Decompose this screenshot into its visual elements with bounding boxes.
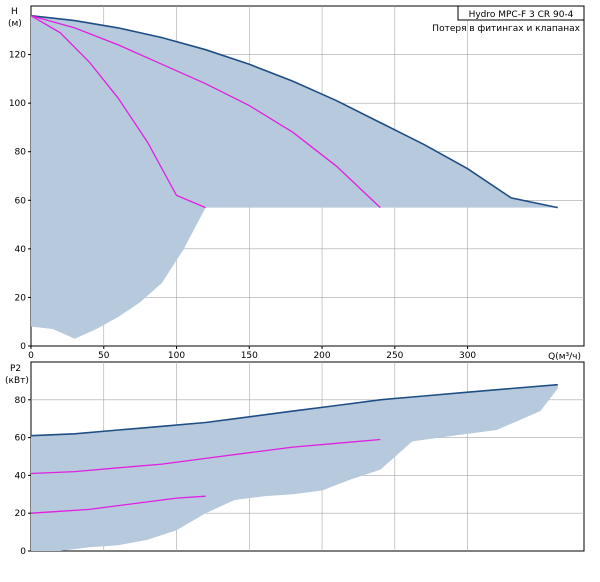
top-x-label: Q(м³/ч) xyxy=(548,352,581,362)
y-tick-label: 20 xyxy=(15,509,27,519)
top-y-label: H xyxy=(11,7,18,17)
y-tick-label: 60 xyxy=(15,196,27,206)
curve-pump-2 xyxy=(30,15,206,209)
x-tick-label: 100 xyxy=(168,351,185,361)
x-tick-label: 0 xyxy=(28,351,34,361)
bottom-y-label: P2 xyxy=(10,364,21,374)
top-y-unit: (м) xyxy=(8,19,22,29)
bottom-y-ticks: 0 20 40 60 80 xyxy=(15,396,31,557)
curve-pump-2 xyxy=(30,495,206,514)
legend-title-box xyxy=(457,5,585,21)
chart-title: Hydro MPC-F 3 CR 90-4 xyxy=(469,10,574,20)
y-tick-label: 40 xyxy=(15,471,27,481)
top-curves xyxy=(30,14,558,209)
top-y-ticks: 0 20 40 60 80 100 120 xyxy=(9,51,31,352)
y-tick-label: 80 xyxy=(15,148,27,158)
x-tick-label: 250 xyxy=(386,351,403,361)
y-tick-label: 120 xyxy=(9,51,26,61)
y-tick-label: 100 xyxy=(9,99,26,109)
x-tick-label: 50 xyxy=(98,351,110,361)
y-tick-label: 20 xyxy=(15,293,27,303)
curve-pump-1 xyxy=(30,438,381,475)
top-operating-area xyxy=(31,15,558,339)
bottom-y-unit: (кВт) xyxy=(5,376,29,386)
y-tick-label: 0 xyxy=(20,342,26,352)
y-tick-label: 40 xyxy=(15,245,27,255)
y-tick-label: 80 xyxy=(15,396,27,406)
y-tick-label: 0 xyxy=(20,547,26,557)
x-tick-label: 200 xyxy=(313,351,330,361)
curve-max xyxy=(30,14,558,209)
chart-subtitle: Потеря в фитингах и клапанах xyxy=(432,24,580,34)
top-x-ticks: 0 50 100 150 200 250 300 xyxy=(28,346,476,361)
x-tick-label: 150 xyxy=(241,351,258,361)
y-tick-label: 60 xyxy=(15,434,27,444)
curve-max xyxy=(30,383,558,437)
bottom-curves xyxy=(30,383,558,514)
x-tick-label: 300 xyxy=(459,351,476,361)
curve-pump-1 xyxy=(30,15,381,209)
